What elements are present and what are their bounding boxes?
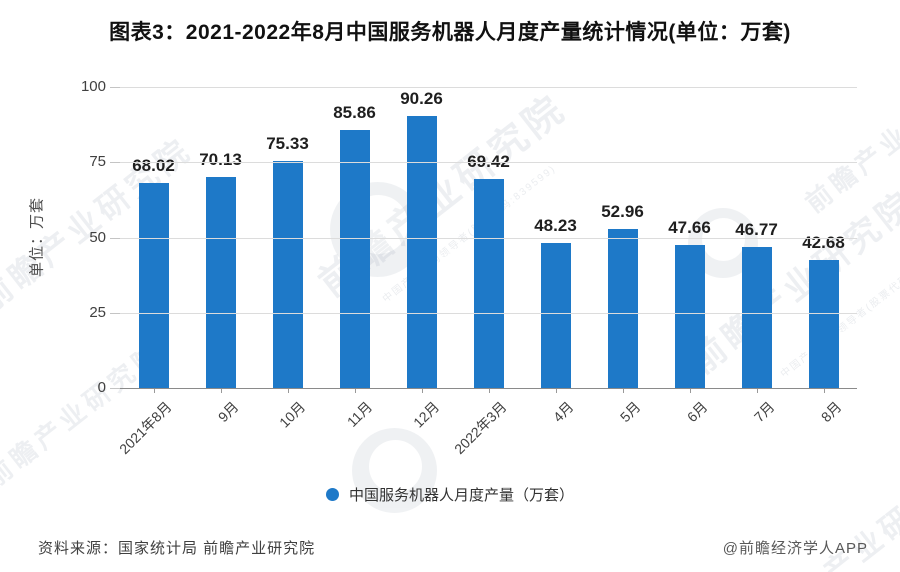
bar-band: 46.77 7月 — [723, 87, 790, 425]
bar-value-label: 85.86 — [333, 102, 376, 122]
bar — [540, 242, 571, 388]
bar-band: 68.02 2021年8月 — [116, 87, 187, 457]
bar-series: 68.02 2021年8月 70.13 9月 75.33 10月 85.86 11月 90.26… — [116, 87, 857, 457]
x-axis-label: 4月 — [549, 398, 577, 426]
bar-band: 48.23 4月 — [522, 87, 589, 425]
bar-value-label: 42.68 — [802, 232, 845, 252]
bar — [272, 161, 303, 388]
y-tick-label: 50 — [89, 228, 106, 246]
y-tick — [110, 237, 120, 239]
bar-band: 52.96 5月 — [589, 87, 656, 426]
bar — [473, 179, 504, 388]
bar-value-label: 75.33 — [266, 134, 309, 154]
y-tick — [110, 162, 120, 164]
x-tick — [555, 388, 557, 393]
y-tick-label: 25 — [89, 303, 106, 321]
bar-band: 42.68 8月 — [790, 87, 857, 426]
x-axis-label: 9月 — [214, 398, 242, 426]
app-credit: @前瞻经济学人APP — [722, 540, 868, 557]
x-tick — [287, 388, 289, 393]
bar-band: 69.42 2022年3月 — [451, 87, 522, 457]
x-tick — [220, 388, 222, 393]
bar-band: 70.13 9月 — [187, 87, 254, 425]
legend-label: 中国服务机器人月度产量（万套） — [348, 486, 574, 504]
x-axis-label: 8月 — [817, 398, 845, 426]
bar — [406, 116, 437, 388]
bar-band: 47.66 6月 — [656, 87, 723, 426]
bar — [205, 176, 236, 388]
bar — [741, 247, 772, 388]
x-axis-label: 6月 — [683, 398, 711, 426]
bar — [339, 129, 370, 388]
x-tick — [421, 388, 423, 393]
x-axis-line — [120, 388, 857, 389]
y-tick — [110, 312, 120, 314]
x-axis-label: 12月 — [409, 398, 443, 431]
x-axis-label: 2021年8月 — [115, 398, 175, 458]
bar — [607, 228, 638, 388]
bar-value-label: 48.23 — [534, 215, 577, 235]
bar-band: 85.86 11月 — [321, 87, 388, 430]
chart-title: 图表3：2021-2022年8月中国服务机器人月度产量统计情况(单位：万套) — [109, 21, 791, 44]
gridline — [120, 237, 857, 239]
x-axis-label: 10月 — [275, 398, 309, 431]
legend-marker-icon — [325, 487, 339, 501]
bar-value-label: 68.02 — [132, 156, 175, 176]
bar — [808, 259, 839, 388]
bar-band: 90.26 12月 — [388, 87, 455, 430]
gridline — [120, 87, 857, 88]
x-tick — [689, 388, 691, 393]
x-tick — [488, 388, 490, 393]
gridline — [120, 162, 857, 164]
bar-value-label: 46.77 — [735, 220, 778, 240]
x-axis-label: 5月 — [616, 398, 644, 426]
x-tick — [622, 388, 624, 393]
legend: 中国服务机器人月度产量（万套） — [0, 484, 900, 504]
y-tick — [110, 388, 120, 389]
bar-value-label: 47.66 — [668, 217, 711, 237]
x-tick — [153, 388, 155, 393]
x-tick — [756, 388, 758, 393]
bar-band: 75.33 10月 — [254, 87, 321, 430]
bar — [138, 183, 169, 388]
y-tick — [110, 87, 120, 88]
y-tick-label: 100 — [80, 78, 106, 95]
bar-value-label: 70.13 — [199, 149, 242, 169]
x-axis-label: 2022年3月 — [450, 398, 510, 458]
gridline — [120, 312, 857, 314]
plot-area: 68.02 2021年8月 70.13 9月 75.33 10月 85.86 11月 90.26… — [81, 78, 857, 457]
bar-value-label: 69.42 — [467, 152, 510, 172]
source-note: 资料来源：国家统计局 前瞻产业研究院 — [38, 540, 316, 557]
bar — [674, 244, 705, 388]
x-tick — [354, 388, 356, 393]
y-axis-title: 单位：万套 — [28, 196, 46, 278]
x-axis-label: 7月 — [750, 398, 778, 426]
x-tick — [823, 388, 825, 393]
bar-value-label: 90.26 — [400, 89, 443, 109]
y-tick-label: 75 — [89, 153, 106, 171]
y-tick-label: 0 — [97, 379, 106, 396]
bar-value-label: 52.96 — [601, 201, 644, 221]
x-axis-label: 11月 — [343, 398, 376, 430]
